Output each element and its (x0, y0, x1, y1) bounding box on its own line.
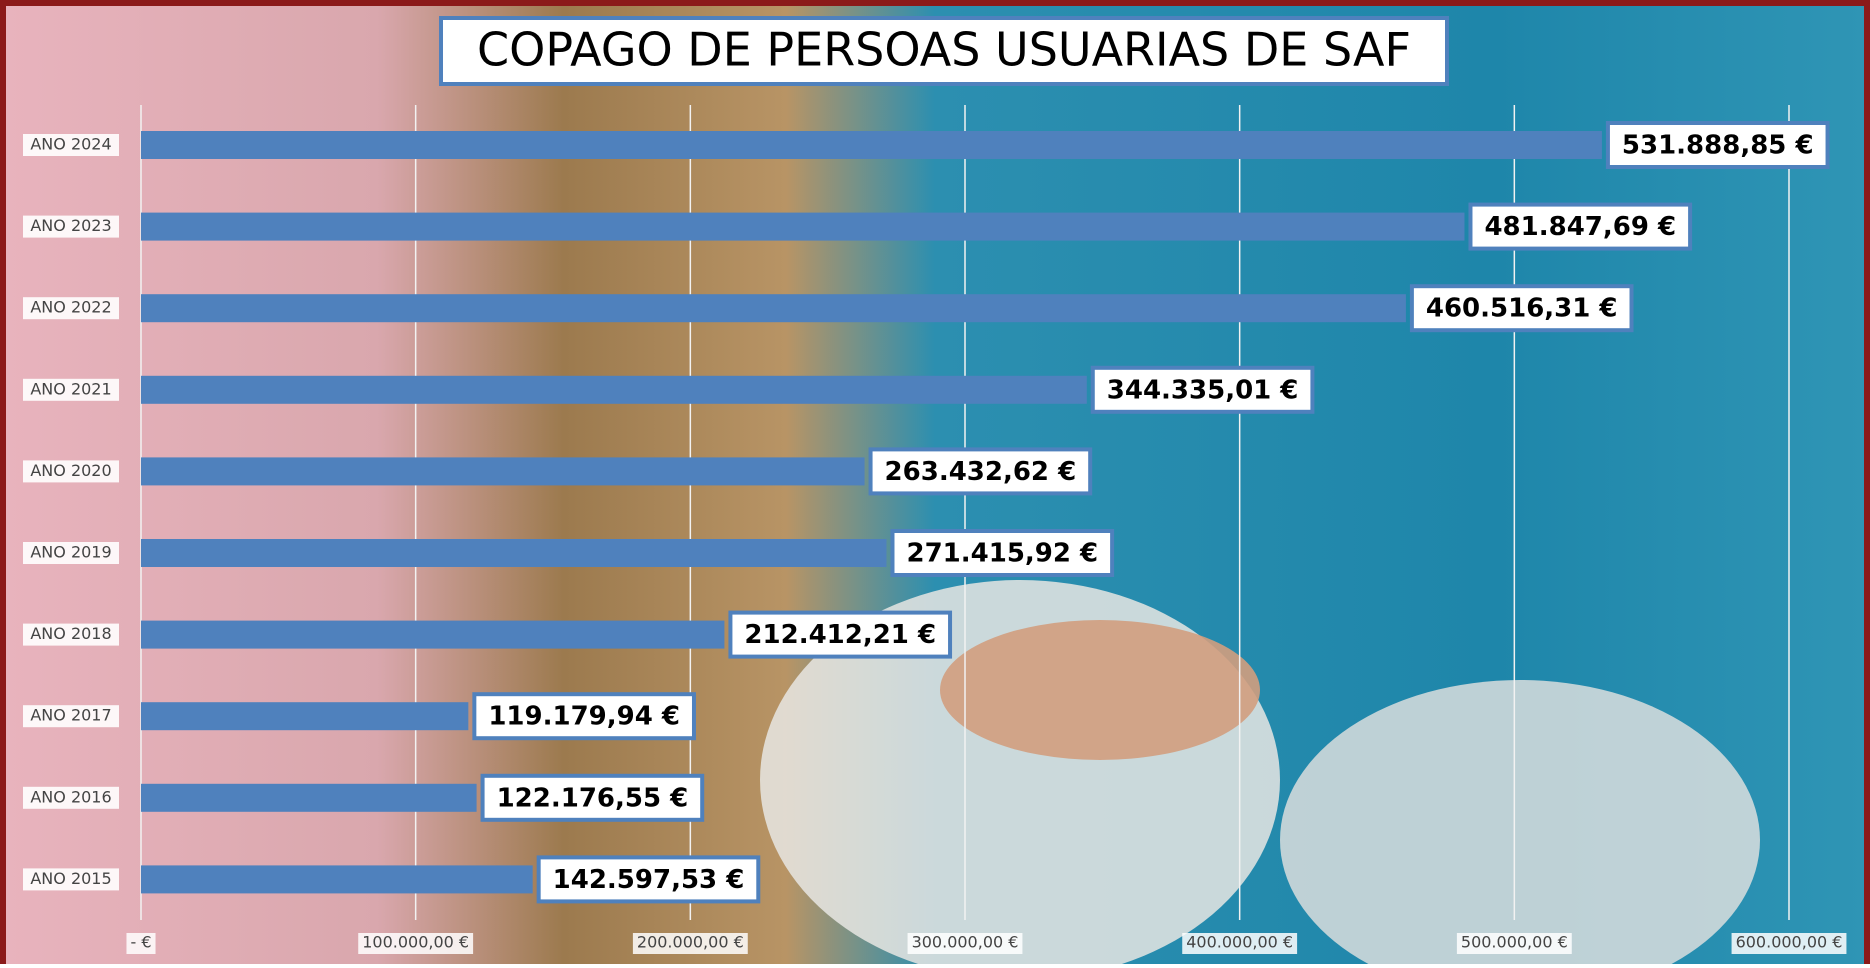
value-label: 212.412,21 € (744, 620, 936, 650)
y-tick-label: ANO 2015 (30, 869, 111, 888)
x-tick-label-bg (1731, 933, 1847, 954)
x-tick-label: 300.000,00 € (912, 933, 1019, 952)
value-label-box (472, 692, 696, 741)
y-tick-label: ANO 2023 (30, 216, 111, 235)
value-label-box (536, 855, 761, 904)
bar (141, 783, 477, 812)
value-label-box (1605, 121, 1830, 169)
value-label: 460.516,31 € (1426, 294, 1618, 324)
y-tick-label: ANO 2022 (30, 298, 111, 317)
x-tick-label: - € (130, 933, 151, 952)
bar (141, 294, 1406, 323)
value-label-box (890, 529, 1115, 577)
value-label: 263.432,62 € (885, 457, 1077, 487)
chart-title: COPAGO DE PERSOAS USUARIAS DE SAF (477, 23, 1411, 77)
value-label-box (868, 447, 1093, 496)
value-label-box (1090, 365, 1315, 414)
y-tick-label: ANO 2019 (30, 543, 111, 562)
y-tick-label: ANO 2017 (30, 706, 111, 725)
value-label: 344.335,01 € (1107, 375, 1299, 405)
bar (141, 865, 533, 894)
category-label-bg (23, 786, 119, 809)
value-label: 481.847,69 € (1484, 212, 1676, 242)
x-tick-label-bg (1182, 933, 1298, 954)
y-tick-label: ANO 2016 (30, 787, 111, 806)
background-shape (1280, 680, 1760, 968)
bar (141, 131, 1602, 159)
y-tick-label: ANO 2020 (30, 461, 111, 480)
category-label-bg (23, 134, 119, 156)
bar (141, 212, 1465, 241)
category-label-bg (23, 705, 119, 728)
x-tick-label: 200.000,00 € (637, 933, 744, 952)
bar (141, 457, 865, 486)
bar (141, 539, 887, 567)
value-label-box (1468, 202, 1693, 251)
x-tick-label: 500.000,00 € (1461, 933, 1568, 952)
category-label-bg (23, 215, 119, 238)
title-box (439, 16, 1449, 86)
background-shape (940, 620, 1260, 760)
bar (141, 375, 1087, 404)
x-tick-label: 600.000,00 € (1736, 933, 1843, 952)
value-label-box (728, 610, 953, 659)
plot: - € 100.000,00 € 200.000,00 € 300.000,00 € 4… (23, 105, 1847, 954)
value-label: 142.597,53 € (553, 865, 745, 895)
category-label-bg (23, 868, 119, 891)
category-label-bg (23, 297, 119, 320)
category-label-bg (23, 460, 119, 483)
y-tick-label: ANO 2021 (30, 379, 111, 398)
y-tick-label: ANO 2018 (30, 624, 111, 643)
x-tick-label-bg (632, 933, 748, 954)
x-tick-label-bg (907, 933, 1023, 954)
bar (141, 702, 469, 731)
category-label-bg (23, 378, 119, 401)
y-tick-label: ANO 2024 (30, 135, 111, 154)
value-label: 119.179,94 € (488, 702, 680, 732)
category-label-bg (23, 542, 119, 564)
x-tick-label: 400.000,00 € (1186, 933, 1293, 952)
x-tick-label-bg (126, 933, 156, 954)
value-label: 531.888,85 € (1622, 131, 1814, 161)
value-label: 271.415,92 € (906, 539, 1098, 569)
bar (141, 620, 725, 649)
x-tick-label-bg (1456, 933, 1572, 954)
category-label-bg (23, 623, 119, 646)
value-label-box (480, 773, 705, 822)
x-tick-label: 100.000,00 € (362, 933, 469, 952)
value-label-box (1409, 284, 1634, 333)
value-label: 122.176,55 € (497, 783, 689, 813)
x-tick-label-bg (358, 933, 474, 954)
